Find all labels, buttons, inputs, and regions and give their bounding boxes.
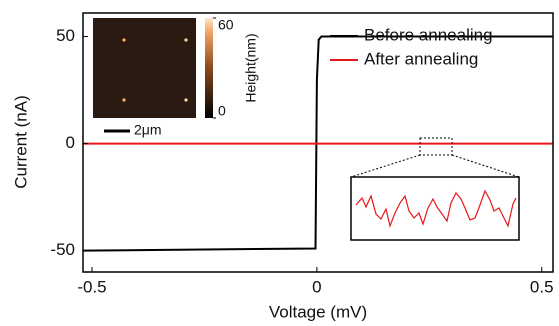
afm-dot: [122, 98, 125, 101]
legend-label: Before annealing: [364, 25, 493, 44]
zoom-box: [351, 177, 519, 240]
x-tick-label: 0: [312, 277, 321, 296]
zoom-region: [420, 138, 452, 155]
colorbar-label: Height(nm): [243, 33, 259, 102]
colorbar-tick-label: 60: [218, 17, 234, 33]
x-axis-label: Voltage (mV): [269, 302, 367, 321]
afm-inset: 2μm Height(nm): [93, 18, 259, 138]
scale-bar-label: 2μm: [134, 122, 162, 138]
afm-image: [93, 18, 196, 118]
y-axis-label: Current (nA): [11, 95, 30, 189]
afm-dot: [122, 38, 125, 41]
y-tick-label: 50: [56, 26, 75, 45]
chart: Current (nA) Voltage (mV) 2μm Height(nm)…: [0, 0, 559, 326]
colorbar: [205, 18, 213, 118]
zoom-inset: [351, 138, 519, 240]
x-tick-label: -0.5: [77, 277, 106, 296]
y-tick-label: 0: [66, 133, 75, 152]
legend-label: After annealing: [364, 49, 478, 68]
colorbar-tick-label: 0: [218, 103, 226, 119]
x-tick-label: 0.5: [530, 277, 554, 296]
afm-dot: [184, 38, 187, 41]
afm-dot: [184, 98, 187, 101]
zoom-connector: [351, 155, 420, 177]
y-tick-label: -50: [50, 240, 75, 259]
zoom-connector: [452, 155, 519, 177]
